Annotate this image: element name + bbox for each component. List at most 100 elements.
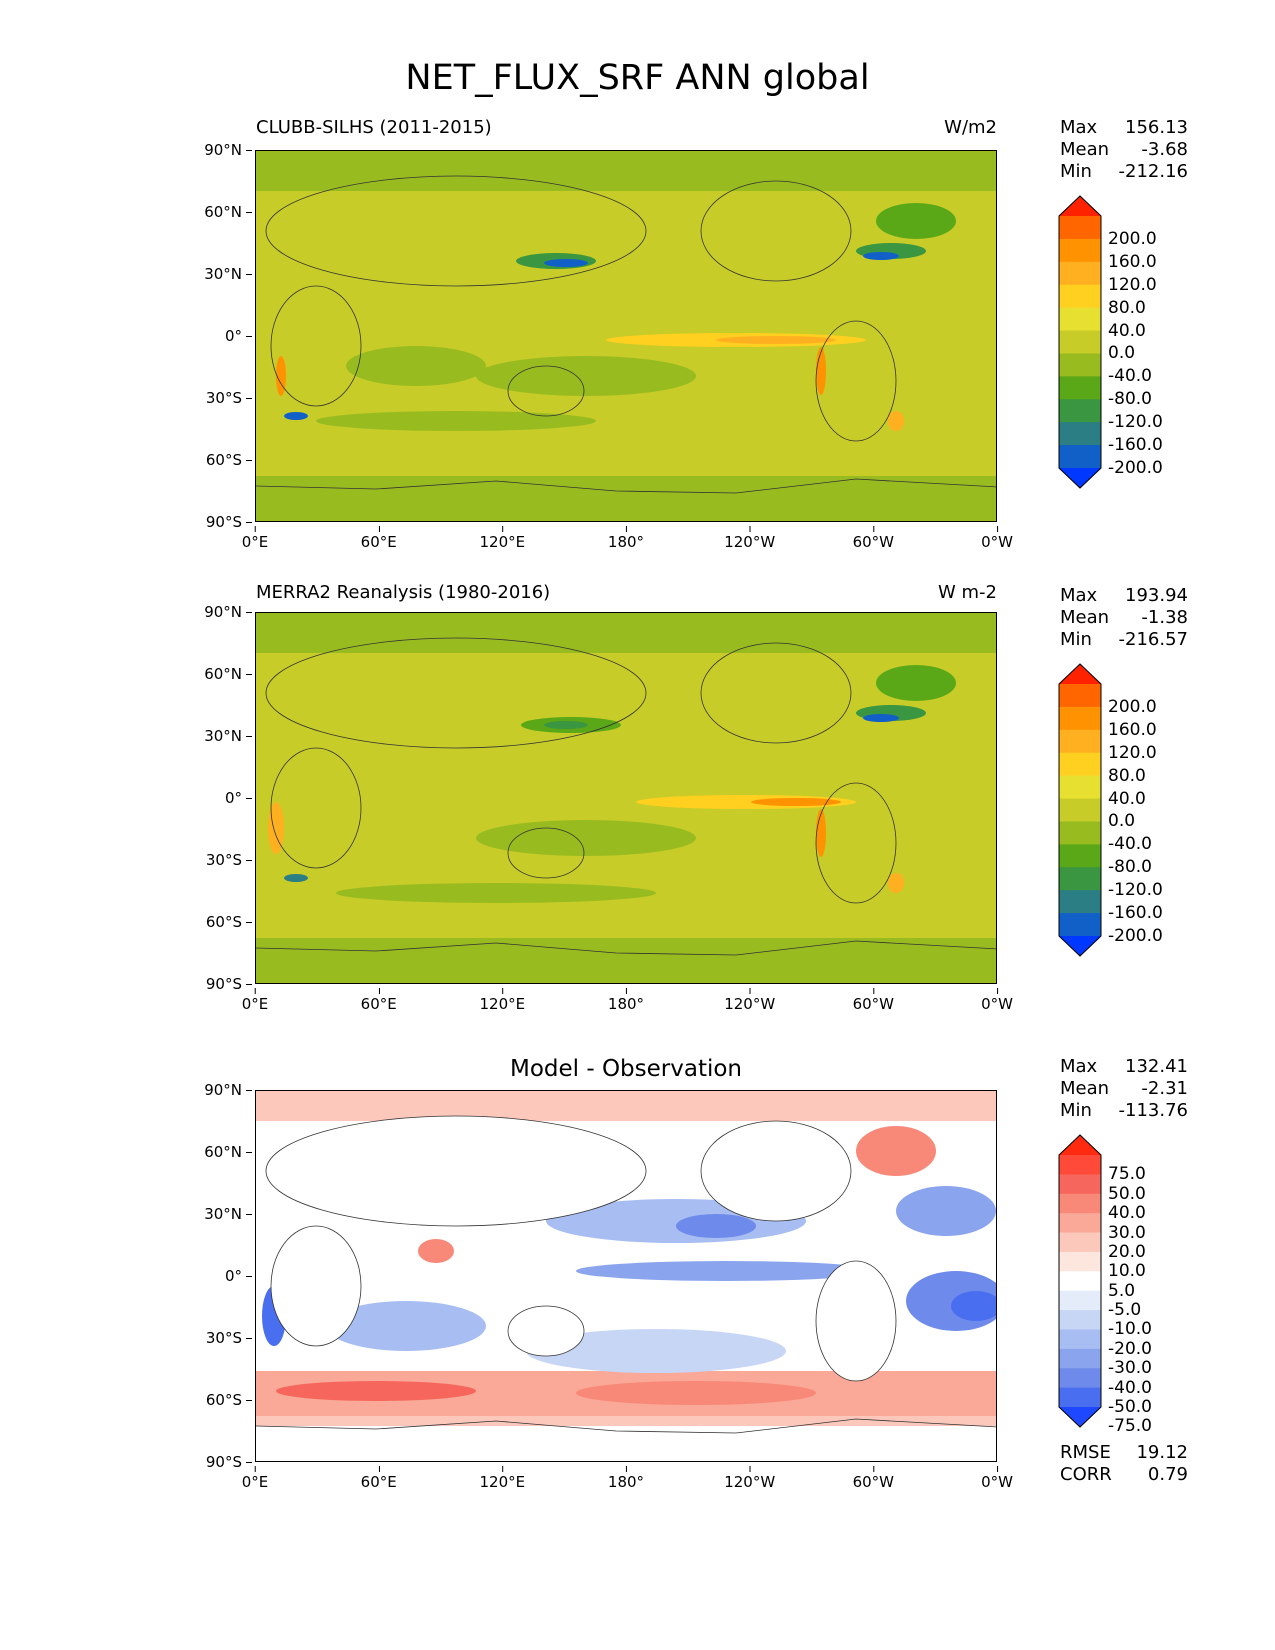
kuroshio-core	[544, 259, 588, 267]
ytick-label: 90°S	[205, 513, 253, 531]
colorbar-tick-label: 50.0	[1108, 1183, 1146, 1204]
indian-ocean-cool	[326, 1301, 486, 1351]
ytick-label: 60°N	[204, 1143, 252, 1161]
xtick-label: 120°W	[724, 526, 776, 551]
colorbar-tick-label: -120.0	[1108, 412, 1163, 433]
benguela-warm	[276, 356, 286, 396]
stat-mean: Mean -2.31	[1060, 1078, 1188, 1099]
gulf-stream-core	[863, 714, 899, 722]
peru-warm	[816, 347, 826, 395]
xtick-label: 0°E	[241, 1466, 269, 1491]
colorbar-segment	[1059, 821, 1101, 845]
australia-land	[507, 1305, 585, 1357]
colorbar-tick-label: 120.0	[1108, 274, 1157, 295]
colorbar-tick-label: 80.0	[1108, 765, 1146, 786]
colorbar-tick-label: 40.0	[1108, 320, 1146, 341]
peru-warm	[816, 809, 826, 857]
antarctica-coast	[256, 1418, 996, 1434]
subpolar-atlantic-cool	[876, 203, 956, 239]
xtick-label: 60°W	[852, 526, 895, 551]
ytick-label: 60°N	[204, 203, 252, 221]
xtick-label: 60°W	[852, 988, 895, 1013]
colorbar-graphic	[1058, 195, 1102, 489]
kuroshio-core	[544, 721, 588, 729]
south-america-outline	[815, 782, 897, 904]
southern-ocean-cool	[336, 883, 656, 903]
colorbar-tick-label: -200.0	[1108, 926, 1163, 946]
colorbar-tick-label: 200.0	[1108, 228, 1157, 249]
ytick-label: 60°S	[205, 913, 253, 931]
colorbar-tick-label: -160.0	[1108, 435, 1163, 456]
stat-corr: CORR 0.79	[1060, 1464, 1188, 1485]
xtick-label: 0°W	[981, 988, 1013, 1013]
stat-max: Max 156.13	[1060, 117, 1188, 138]
colorbar-tick-label: -40.0	[1108, 366, 1152, 387]
ytick-label: 60°S	[205, 1391, 253, 1409]
agulhas-core	[284, 412, 308, 420]
colorbar-segment	[1059, 238, 1101, 263]
colorbar-segment	[1059, 706, 1101, 731]
colorbar-segment	[1059, 261, 1101, 286]
colorbar-tick-label: -10.0	[1108, 1319, 1152, 1340]
panel-model: CLUBB-SILHS (2011-2015) W/m2	[0, 110, 1275, 580]
xtick-label: 120°E	[479, 526, 526, 551]
colorbar-segment	[1059, 1387, 1101, 1408]
gulf-stream-core	[863, 252, 899, 260]
colorbar-outline	[1058, 195, 1102, 489]
eurasia-outline	[265, 175, 647, 287]
colorbar-segment	[1059, 1174, 1101, 1195]
antarctic-coastal-band	[256, 1416, 996, 1426]
colorbar-tick-label: -5.0	[1108, 1300, 1142, 1321]
southern-ocean-cool	[316, 411, 596, 431]
colorbar-graphic	[1058, 1134, 1102, 1428]
east-pacific-core	[751, 798, 841, 806]
colorbar-outline	[1058, 663, 1102, 957]
colorbar-segment	[1059, 890, 1101, 914]
colorbar-tick-label: 160.0	[1108, 719, 1157, 740]
xtick-label: 180°	[607, 526, 645, 551]
stat-max: Max 132.41	[1060, 1056, 1188, 1077]
north-america-land	[700, 1120, 852, 1222]
colorbar-extend-max	[1059, 196, 1101, 216]
colorbar-tick-label: 5.0	[1108, 1280, 1136, 1301]
stat-max: Max 193.94	[1060, 585, 1188, 606]
antarctica-coast	[256, 478, 996, 494]
stats-box: Max 193.94 Mean -1.38 Min -216.57	[1060, 585, 1188, 651]
argentina-warm	[888, 873, 904, 893]
africa-outline	[270, 285, 362, 407]
map-plot-area	[255, 150, 997, 522]
colorbar-tick-label: 30.0	[1108, 1222, 1146, 1243]
colorbar-segment	[1059, 1213, 1101, 1234]
map-plot-area	[255, 612, 997, 984]
north-atlantic-cool	[896, 1186, 996, 1236]
stats-box: Max 132.41 Mean -2.31 Min -113.76	[1060, 1056, 1188, 1122]
stat-mean: Mean -1.38	[1060, 607, 1188, 628]
southern-ocean-warm-core-2	[276, 1381, 476, 1401]
indian-ocean-cool	[346, 346, 486, 386]
xtick-label: 0°E	[241, 526, 269, 551]
xtick-label: 60°E	[360, 1466, 397, 1491]
colorbar-extend-min	[1059, 468, 1101, 488]
colorbar-segment	[1059, 376, 1101, 400]
panel-units: W/m2	[944, 117, 997, 138]
stat-min: Min -216.57	[1060, 629, 1188, 650]
subpolar-atlantic-warm	[856, 1126, 936, 1176]
southern-ocean-warm-core	[576, 1381, 816, 1405]
colorbar-segment	[1059, 1348, 1101, 1369]
equatorial-pacific-cool	[576, 1261, 876, 1281]
colorbar-segment	[1059, 752, 1101, 777]
xtick-label: 180°	[607, 988, 645, 1013]
colorbar-segment	[1059, 844, 1101, 868]
colorbar-segment	[1059, 445, 1101, 469]
antarctic-band	[256, 476, 996, 521]
xtick-label: 120°W	[724, 1466, 776, 1491]
colorbar-segment	[1059, 684, 1101, 708]
panel-units: W m-2	[937, 582, 997, 603]
colorbar-segment	[1059, 284, 1101, 309]
north-america-outline	[700, 180, 852, 282]
bay-of-bengal-warm	[418, 1239, 454, 1263]
panel-title-left: MERRA2 Reanalysis (1980-2016)	[256, 582, 551, 603]
ytick-label: 60°S	[205, 451, 253, 469]
colorbar-segment	[1059, 1368, 1101, 1389]
colorbar-segment	[1059, 1290, 1101, 1311]
